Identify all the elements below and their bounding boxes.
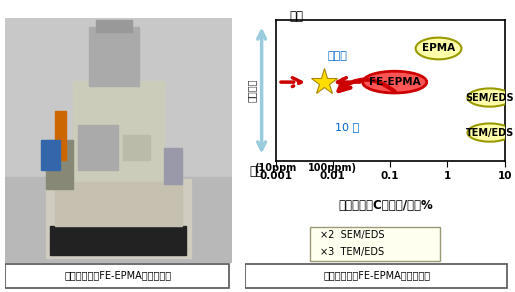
Text: 狭い: 狭い xyxy=(249,165,264,178)
Text: (10ppm: (10ppm xyxy=(254,163,297,173)
Bar xyxy=(123,135,150,160)
Ellipse shape xyxy=(363,71,427,93)
Text: 今回開発したFE-EPMA装置の性能: 今回開発したFE-EPMA装置の性能 xyxy=(323,270,431,280)
Text: EPMA: EPMA xyxy=(422,44,455,53)
Text: 今回開発したFE-EPMA装置の外観: 今回開発したFE-EPMA装置の外観 xyxy=(65,270,172,280)
Bar xyxy=(55,182,182,226)
FancyBboxPatch shape xyxy=(311,227,440,261)
Bar xyxy=(46,179,191,258)
FancyBboxPatch shape xyxy=(245,264,507,288)
Text: TEM/EDS: TEM/EDS xyxy=(466,128,514,138)
Text: ×3  TEM/EDS: ×3 TEM/EDS xyxy=(320,247,384,257)
Text: 分析可能なC濃度　/質量%: 分析可能なC濃度 /質量% xyxy=(339,199,434,212)
Bar xyxy=(50,226,186,256)
Bar xyxy=(5,177,232,263)
Text: 本装置: 本装置 xyxy=(328,51,348,61)
Bar xyxy=(41,140,60,170)
Text: SEM/EDS: SEM/EDS xyxy=(466,93,514,102)
Bar xyxy=(96,20,132,32)
Bar xyxy=(73,81,164,184)
Bar xyxy=(55,111,66,160)
Text: ×2  SEM/EDS: ×2 SEM/EDS xyxy=(320,230,384,241)
Ellipse shape xyxy=(416,38,461,59)
Ellipse shape xyxy=(468,124,512,142)
Text: FE-EPMA: FE-EPMA xyxy=(369,77,420,87)
FancyBboxPatch shape xyxy=(5,264,230,288)
Text: 100ppm): 100ppm) xyxy=(308,163,357,173)
Bar xyxy=(78,126,118,170)
Bar xyxy=(89,27,139,86)
Bar xyxy=(46,140,73,189)
Text: 10 倍: 10 倍 xyxy=(335,122,359,132)
Ellipse shape xyxy=(468,88,512,107)
Bar xyxy=(164,147,182,184)
Text: 分折面積: 分折面積 xyxy=(247,79,256,102)
Text: 広い: 広い xyxy=(289,10,303,23)
